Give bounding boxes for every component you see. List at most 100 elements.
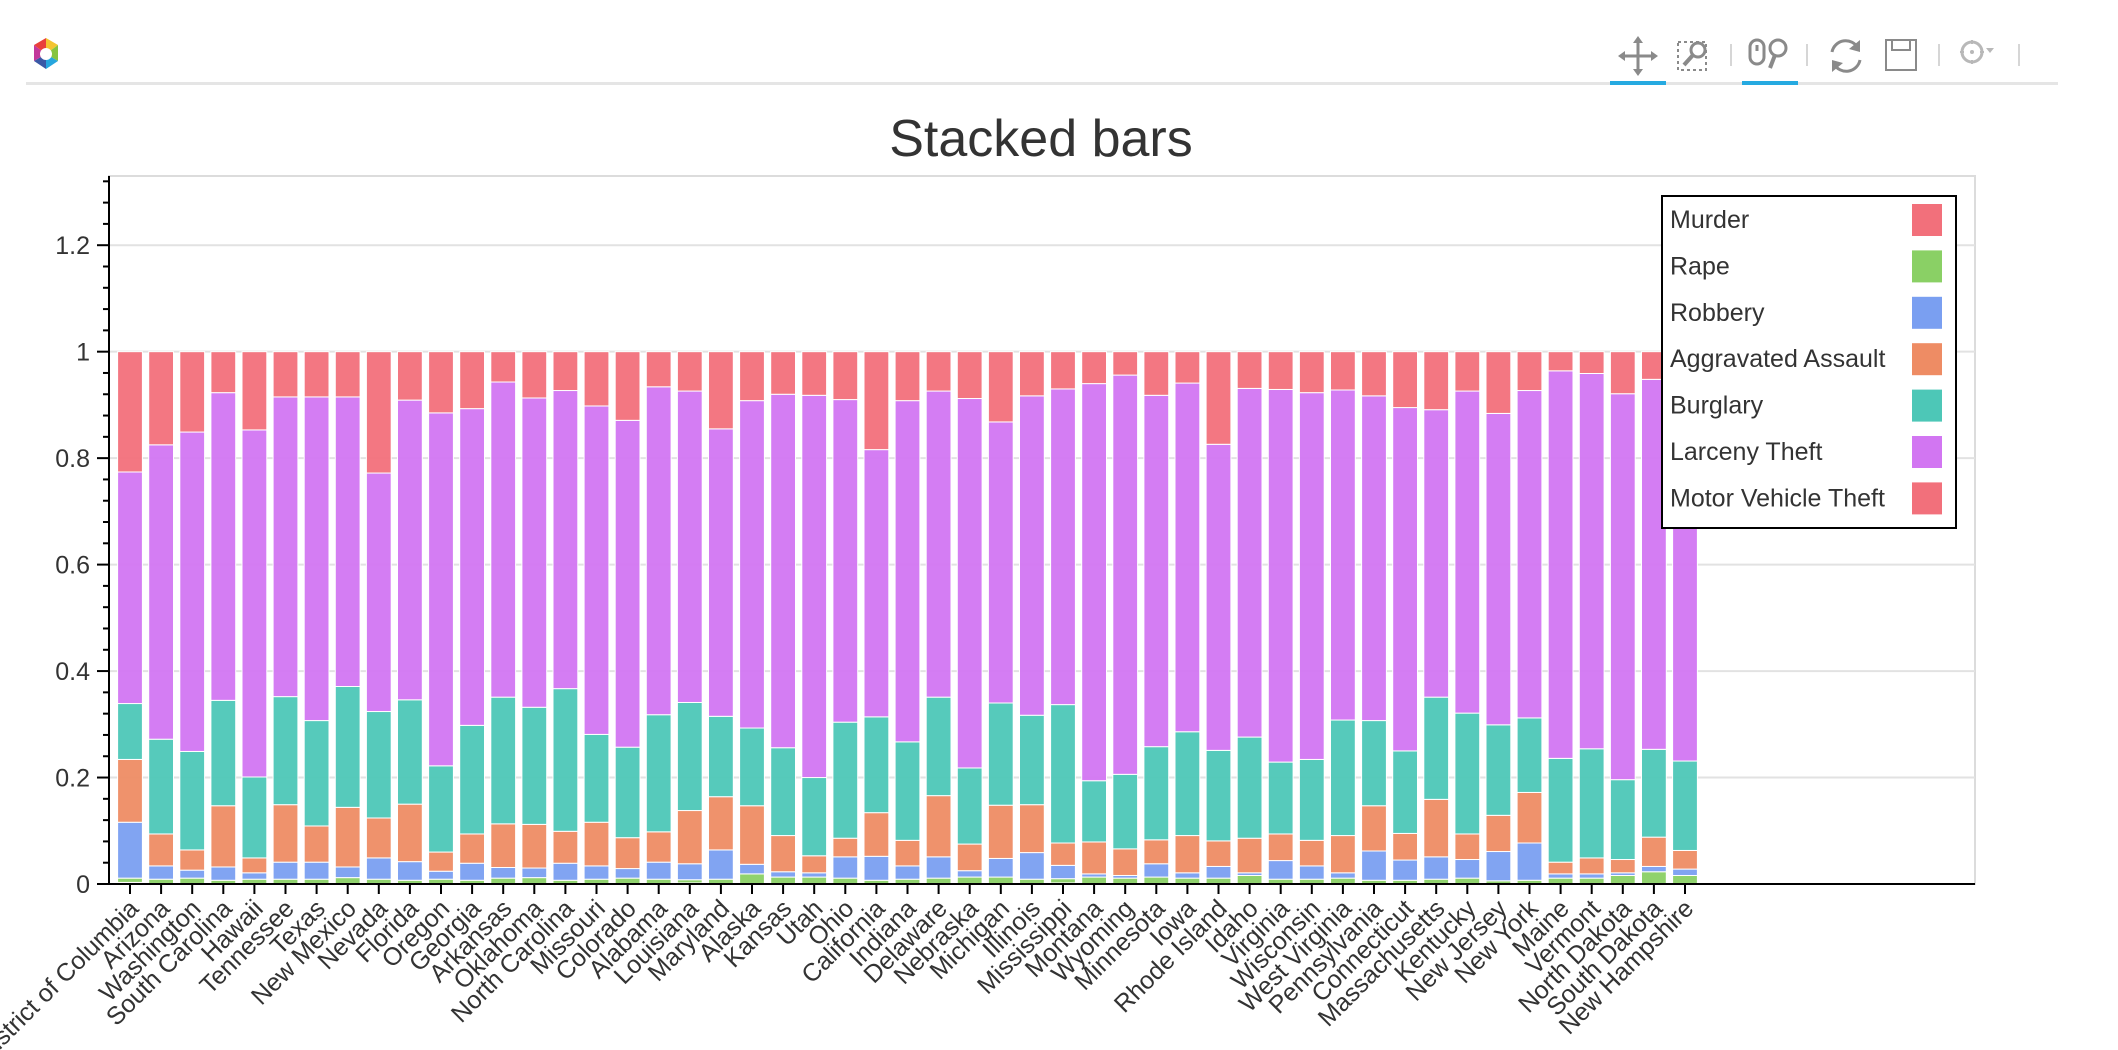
bar-segment	[894, 839, 921, 867]
bar-segment	[1392, 832, 1418, 861]
bar-segment	[1547, 861, 1574, 875]
y-tick-label: 0.2	[55, 765, 90, 793]
wheel-zoom-tool[interactable]	[1742, 30, 1798, 85]
bar-segment	[583, 405, 610, 735]
bar-segment	[1578, 877, 1605, 884]
bar-segment	[1454, 877, 1481, 884]
bar-segment	[552, 862, 579, 881]
bar-segment	[1298, 758, 1325, 841]
bar-segment	[801, 777, 828, 857]
bar-segment	[552, 351, 579, 392]
bar-segment	[1578, 873, 1605, 879]
bar-segment	[894, 878, 921, 884]
bar-segment	[925, 696, 952, 797]
bar-segment	[1143, 394, 1170, 748]
bar-segment	[739, 873, 765, 884]
bar-segment	[1019, 395, 1045, 716]
bar-stack	[1454, 351, 1481, 885]
bar-stack	[1112, 351, 1139, 885]
bar-segment	[1392, 859, 1418, 881]
save-tool[interactable]	[1874, 30, 1930, 82]
bar-segment	[708, 428, 734, 717]
hover-tool[interactable]	[1950, 30, 2006, 82]
y-axis: 0 0.2 0.4 0.6 0.8 1 1.2	[55, 176, 110, 899]
bar-segment	[1454, 351, 1481, 392]
bar-segment	[1516, 842, 1543, 881]
bar-segment	[117, 471, 143, 705]
bar-segment	[1578, 748, 1605, 859]
bar-segment	[583, 733, 610, 823]
bar-segment	[832, 399, 859, 723]
bar-segment	[397, 803, 423, 863]
bar-segment	[1298, 865, 1325, 880]
bar-segment	[1112, 374, 1139, 775]
bar-segment	[117, 351, 143, 473]
bar-segment	[1423, 878, 1450, 884]
bar-segment	[1423, 351, 1450, 411]
bar-segment	[614, 419, 641, 748]
bar-segment	[490, 866, 517, 879]
toolbar-separator	[1730, 44, 1732, 66]
bar-segment	[739, 400, 765, 729]
bar-segment	[1516, 791, 1543, 844]
bar-segment	[148, 878, 174, 884]
bar-segment	[1174, 877, 1201, 884]
bar-segment	[1485, 351, 1512, 414]
bar-segment	[1019, 852, 1045, 880]
bar-segment	[832, 837, 859, 858]
pan-tool[interactable]	[1610, 30, 1666, 85]
bar-segment	[428, 765, 454, 853]
bar-stack	[365, 351, 392, 885]
bar-segment	[1454, 712, 1481, 835]
bokeh-logo-icon[interactable]	[26, 34, 66, 74]
bar-segment	[739, 863, 765, 875]
bar-segment	[894, 400, 921, 743]
bar-segment	[863, 812, 890, 857]
legend-item: Robbery	[1670, 296, 1942, 329]
bar-segment	[334, 396, 361, 688]
bar-segment	[1050, 388, 1076, 706]
bar-stack	[1205, 351, 1232, 885]
bar-segment	[645, 386, 672, 716]
bar-segment	[1081, 876, 1107, 884]
bar-stack	[1236, 351, 1263, 885]
bar-stack	[1609, 351, 1636, 885]
bar-segment	[956, 351, 983, 400]
bar-segment	[708, 715, 734, 798]
bar-segment	[210, 351, 237, 394]
bar-segment	[1081, 351, 1107, 385]
bar-segment	[1205, 351, 1232, 445]
bar-segment	[552, 390, 579, 690]
bar-segment	[1330, 719, 1356, 837]
bar-segment	[1267, 761, 1294, 835]
bar-segment	[1547, 351, 1574, 372]
reset-tool[interactable]	[1818, 30, 1874, 82]
y-tick-label: 0.8	[55, 445, 90, 473]
bar-segment	[1485, 724, 1512, 816]
bar-segment	[1081, 383, 1107, 782]
bar-segment	[1330, 835, 1356, 874]
bar-segment	[179, 877, 206, 884]
bar-segment	[1143, 876, 1170, 884]
bar-segment	[1298, 839, 1325, 867]
bar-segment	[645, 714, 672, 833]
bar-segment	[334, 686, 361, 808]
bar-segment	[987, 421, 1014, 704]
bar-stack	[210, 351, 237, 885]
bar-segment	[956, 870, 983, 878]
bar-stack	[179, 351, 206, 885]
bar-segment	[614, 837, 641, 870]
bar-segment	[832, 856, 859, 879]
bar-segment	[708, 878, 734, 884]
bar-segment	[739, 727, 765, 807]
bar-segment	[1423, 696, 1450, 800]
bar-segment	[1392, 407, 1418, 752]
bar-segment	[1174, 872, 1201, 879]
bar-stack	[1392, 351, 1418, 885]
bar-stack	[987, 351, 1014, 885]
bar-segment	[1050, 864, 1076, 880]
y-tick-label: 0	[76, 871, 90, 899]
box-zoom-tool[interactable]	[1666, 30, 1722, 82]
bar-segment	[1205, 749, 1232, 842]
bar-segment	[739, 805, 765, 865]
